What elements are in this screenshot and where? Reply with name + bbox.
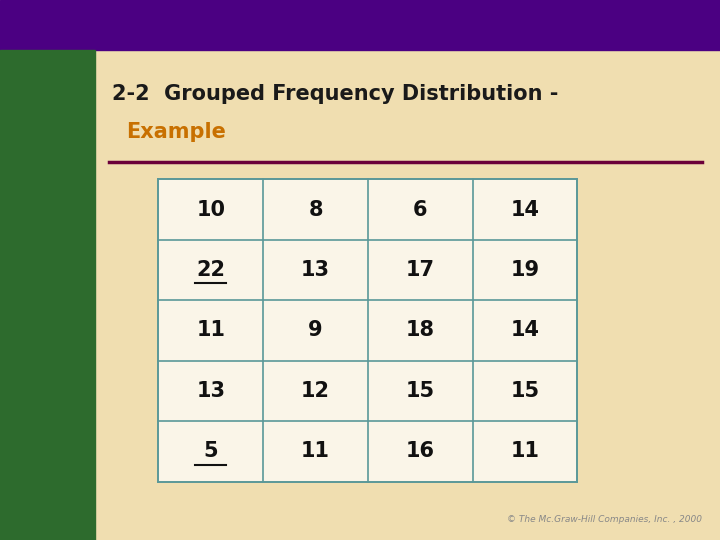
Text: 8: 8 [308,199,323,220]
Text: 11: 11 [301,441,330,462]
Text: 14: 14 [510,199,539,220]
Text: 12: 12 [301,381,330,401]
Text: 18: 18 [406,320,435,341]
Bar [0,0,720,50]
Text: © The Mc.Graw-Hill Companies, Inc. , 2000: © The Mc.Graw-Hill Companies, Inc. , 200… [507,515,702,524]
Text: 19: 19 [510,260,539,280]
Text: 16: 16 [406,441,435,462]
Text: 10: 10 [197,199,225,220]
Text: 22: 22 [197,260,225,280]
Text: 15: 15 [510,381,539,401]
Text: 9: 9 [308,320,323,341]
Text: 11: 11 [197,320,225,341]
Text: 13: 13 [197,381,225,401]
Text: 6: 6 [413,199,428,220]
Text: Example: Example [126,122,226,141]
Text: 14: 14 [510,320,539,341]
Text: 17: 17 [406,260,435,280]
Text: 5: 5 [204,441,218,462]
Text: 2-2  Grouped Frequency Distribution -: 2-2 Grouped Frequency Distribution - [112,84,558,104]
Bar [158,179,577,482]
Text: 15: 15 [406,381,435,401]
Text: 13: 13 [301,260,330,280]
Bar [0,50,95,540]
Text: 11: 11 [510,441,539,462]
